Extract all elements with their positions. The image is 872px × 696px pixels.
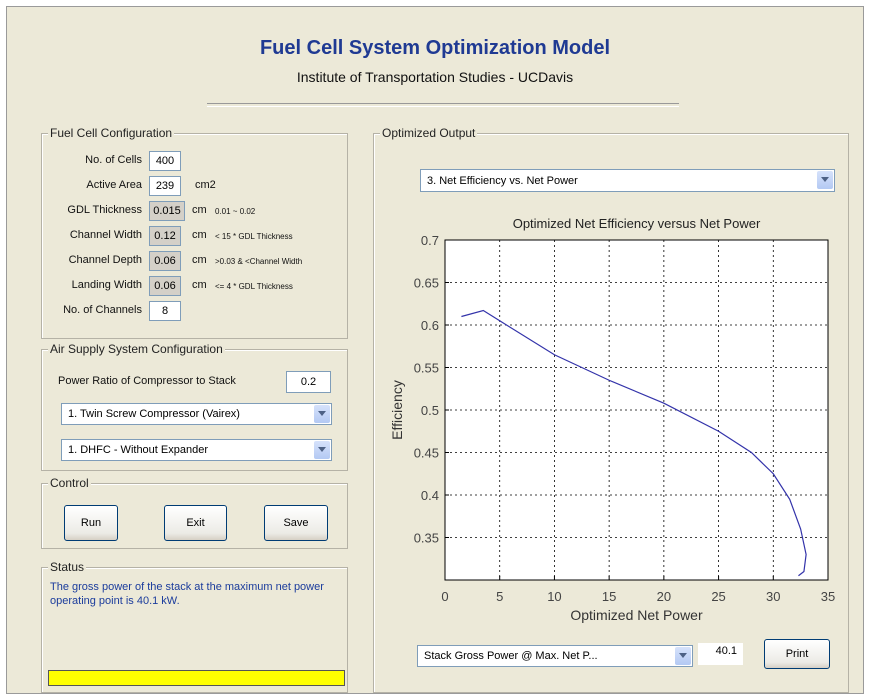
field-note: >0.03 & <Channel Width [215, 257, 303, 266]
y-tick-label: 0.55 [414, 361, 439, 376]
dropdown-text: 3. Net Efficiency vs. Net Power [427, 174, 578, 187]
dropdown-text: Stack Gross Power @ Max. Net P... [424, 650, 598, 662]
y-axis-label: Efficiency [389, 380, 405, 440]
status-panel: Status The gross power of the stack at t… [41, 560, 348, 693]
field-note: < 15 * GDL Thickness [215, 232, 293, 241]
control-button[interactable]: Exit [164, 505, 227, 541]
field-label: Channel Width [69, 229, 142, 241]
field-unit: cm [192, 279, 207, 291]
field-label: GDL Thickness [67, 204, 142, 216]
dropdown-arrow [318, 411, 326, 416]
panel-title: Optimized Output [380, 126, 478, 140]
result-value: 40.1 [698, 643, 743, 665]
progress-bar [48, 670, 345, 686]
field-input[interactable]: 8 [149, 301, 181, 321]
field-unit: cm [192, 229, 207, 241]
field-unit: cm [192, 254, 207, 266]
field-note: 0.01 ~ 0.02 [215, 207, 256, 216]
field-input[interactable]: 239 [149, 176, 181, 196]
control-button[interactable]: Save [264, 505, 328, 541]
y-tick-label: 0.65 [414, 276, 439, 291]
data-line [461, 309, 807, 577]
x-tick-label: 15 [602, 589, 616, 604]
x-tick-label: 25 [711, 589, 725, 604]
field-input: 0.06 [149, 276, 181, 296]
app-subtitle: Institute of Transportation Studies - UC… [296, 69, 574, 85]
window: Fuel Cell System Optimization Model Inst… [6, 6, 864, 694]
field-label: No. of Cells [85, 154, 142, 166]
ratio-input[interactable]: 0.2 [286, 371, 331, 393]
field-input: 0.06 [149, 251, 181, 271]
control-panel: Control Run Exit Save [41, 476, 348, 549]
panel-title: Air Supply System Configuration [48, 342, 225, 356]
field-label: No. of Channels [63, 304, 142, 316]
dropdown-text: 1. DHFC - Without Expander [68, 444, 208, 456]
y-tick-label: 0.5 [421, 403, 439, 418]
field-input: 0.12 [149, 226, 181, 246]
print-button[interactable]: Print [764, 639, 830, 669]
field-note: <= 4 * GDL Thickness [215, 282, 293, 291]
y-tick-label: 0.7 [421, 233, 439, 248]
expander-dropdown[interactable]: 1. DHFC - Without Expander [61, 439, 332, 461]
chart: Optimized Net Efficiency versus Net Powe… [389, 216, 835, 623]
x-axis-label: Optimized Net Power [570, 607, 703, 623]
x-tick-label: 30 [766, 589, 780, 604]
app-title: Fuel Cell System Optimization Model [259, 37, 611, 59]
field-label: Active Area [86, 179, 142, 191]
x-tick-label: 35 [821, 589, 835, 604]
y-tick-label: 0.4 [421, 488, 439, 503]
x-tick-label: 0 [441, 589, 448, 604]
x-tick-label: 5 [496, 589, 503, 604]
output-panel: Optimized Output 3. Net Efficiency vs. N… [373, 126, 849, 693]
field-unit: cm [192, 204, 207, 216]
separator [207, 103, 679, 107]
ratio-label: Power Ratio of Compressor to Stack [58, 375, 236, 387]
dropdown-arrow [679, 653, 687, 658]
panel-title: Status [48, 560, 87, 574]
compressor-dropdown[interactable]: 1. Twin Screw Compressor (Vairex) [61, 403, 332, 425]
chart-title: Optimized Net Efficiency versus Net Powe… [513, 216, 761, 231]
panel-title: Control [48, 476, 91, 490]
x-tick-label: 20 [657, 589, 671, 604]
y-tick-label: 0.45 [414, 446, 439, 461]
result-selector[interactable]: Stack Gross Power @ Max. Net P... [417, 645, 693, 667]
dropdown-arrow [318, 447, 326, 452]
axes-box [444, 239, 829, 581]
y-tick-label: 0.6 [421, 318, 439, 333]
plot-selector[interactable]: 3. Net Efficiency vs. Net Power [420, 169, 835, 192]
field-unit: cm2 [195, 179, 216, 191]
air-supply-panel: Air Supply System Configuration Power Ra… [41, 342, 348, 471]
y-tick-label: 0.35 [414, 531, 439, 546]
dropdown-text: 1. Twin Screw Compressor (Vairex) [68, 408, 240, 420]
dropdown-arrow [821, 177, 829, 182]
field-input: 0.015 [149, 201, 185, 221]
fuel-cell-panel: Fuel Cell Configuration No. of Cells 400 A… [41, 126, 348, 339]
field-label: Channel Depth [68, 254, 142, 266]
field-input[interactable]: 400 [149, 151, 181, 171]
field-label: Landing Width [71, 279, 142, 291]
x-tick-label: 10 [547, 589, 561, 604]
panel-title: Fuel Cell Configuration [48, 126, 175, 140]
status-message: The gross power of the stack at the maxi… [50, 581, 324, 607]
control-button[interactable]: Run [64, 505, 118, 541]
